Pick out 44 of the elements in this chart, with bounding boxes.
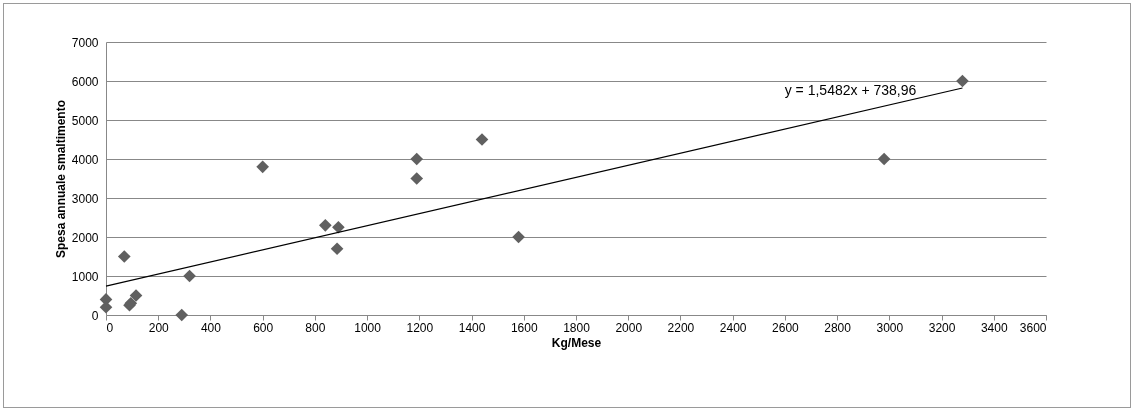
point [410,152,424,166]
x-tick-label: 600 [253,320,274,335]
y-tick-label: 7000 [71,35,99,50]
x-tick-label: 800 [305,320,326,335]
point [183,269,196,283]
x-tick-label: 1400 [458,320,486,335]
y-tick-label: 0 [91,308,99,323]
point [175,308,189,322]
x-tick-label: 0 [106,320,114,335]
y-tick-label: 4000 [71,152,99,167]
point [117,250,131,263]
x-tick-label: 3000 [876,320,904,335]
x-tick-label: 2000 [615,320,643,335]
point [475,133,489,146]
x-tick-label: 1600 [510,320,538,335]
x-tick-label: 2200 [667,320,695,335]
x-tick-label: 200 [148,320,170,335]
x-tick-label: 1000 [354,320,382,335]
y-tick-label: 2000 [71,230,99,245]
y-tick-label: 6000 [71,74,99,89]
x-tick-label: 2800 [824,320,852,335]
point [319,218,332,232]
y-axis-title: Spesa annuale smaltimento [53,99,68,259]
x-tick-label: 1200 [406,320,434,335]
y-tick-label: 5000 [71,113,99,128]
x-tick-label: 2400 [719,320,747,335]
point [512,230,525,244]
x-tick-label: 3600 [1019,320,1047,335]
x-tick-label: 2600 [772,320,800,335]
point [877,152,891,166]
x-axis-title: Kg/Mese [551,335,602,350]
x-tick-label: 1800 [563,320,591,335]
x-tick-label: 400 [200,320,222,335]
y-tick-label: 1000 [71,269,99,284]
point [332,220,345,234]
point [330,242,344,256]
point [129,289,143,302]
point [256,160,269,174]
annotation: y = 1,5482x + 738,96 [784,82,917,99]
y-tick-label: 3000 [71,191,99,206]
x-tick-label: 3200 [928,320,956,335]
point [956,74,969,88]
point [410,172,424,185]
x-tick-label: 3400 [980,320,1008,335]
